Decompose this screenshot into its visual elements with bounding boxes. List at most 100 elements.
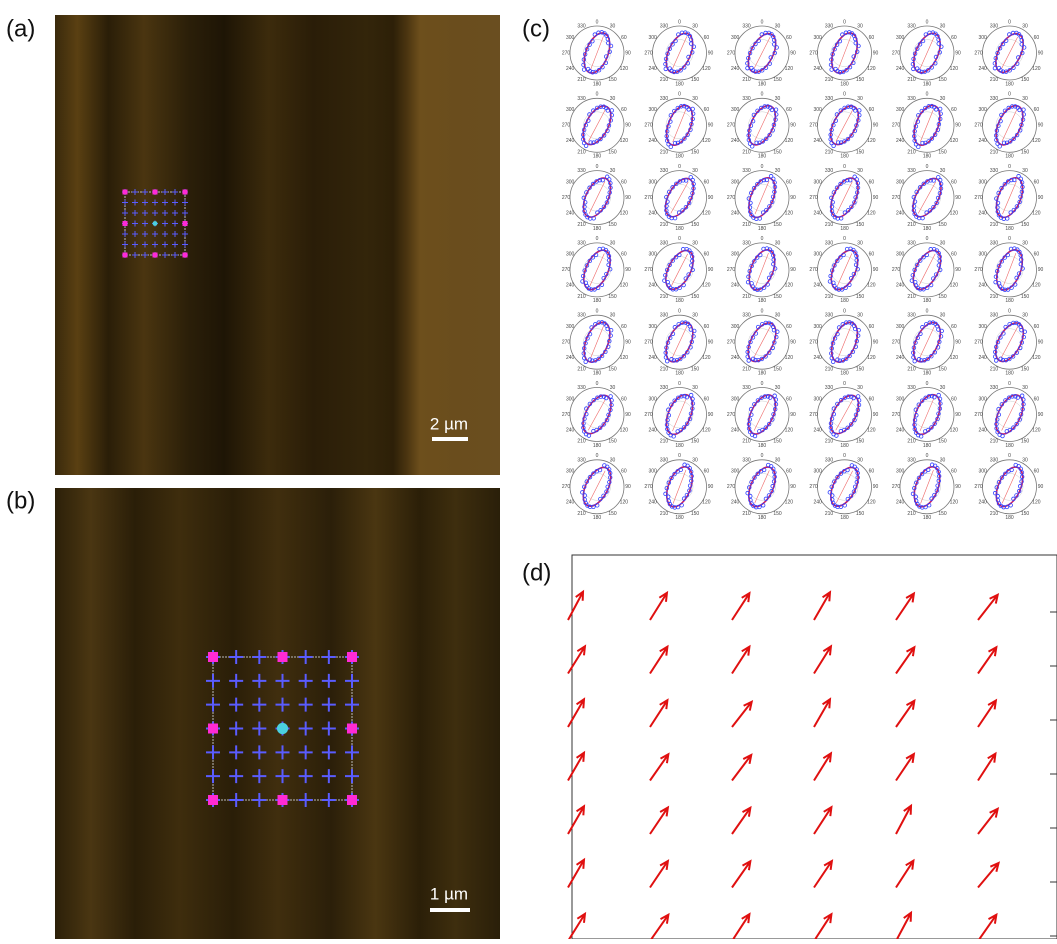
polar-angle-label: 30 xyxy=(857,23,863,29)
polar-angle-label: 0 xyxy=(926,92,929,98)
polar-angle-label: 60 xyxy=(704,107,710,113)
polar-angle-label: 180 xyxy=(840,154,849,160)
polar-angle-label: 300 xyxy=(648,469,657,475)
polar-angle-label: 120 xyxy=(950,283,959,289)
scale-bar xyxy=(432,437,468,441)
polar-angle-label: 210 xyxy=(742,294,751,300)
polar-angle-label: 30 xyxy=(775,168,781,174)
polar-angle-label: 210 xyxy=(990,511,999,517)
polar-angle-label: 60 xyxy=(869,35,875,41)
polar-angle-label: 90 xyxy=(873,484,879,490)
polar-angle-label: 240 xyxy=(813,138,822,144)
polar-angle-label: 0 xyxy=(596,164,599,170)
polar-angle-label: 60 xyxy=(1034,324,1040,330)
polar-plot: 0306090120150180210240270300330 xyxy=(809,381,878,449)
polar-angle-label: 150 xyxy=(773,439,782,445)
polar-angle-label: 30 xyxy=(610,240,616,246)
polar-plot: 0306090120150180210240270300330 xyxy=(562,309,631,377)
polar-angle-label: 270 xyxy=(974,340,983,346)
polar-angle-label: 90 xyxy=(790,484,796,490)
polar-angle-label: 180 xyxy=(593,81,602,87)
polar-plot: 0306090120150180210240270300330 xyxy=(644,164,713,232)
polar-plot: 0306090120150180210240270300330 xyxy=(974,453,1043,521)
polar-angle-label: 180 xyxy=(675,81,684,87)
polar-angle-label: 30 xyxy=(692,96,698,102)
handle xyxy=(183,253,188,258)
polar-angle-label: 30 xyxy=(775,240,781,246)
polar-angle-label: 300 xyxy=(648,252,657,258)
polar-angle-label: 180 xyxy=(593,515,602,521)
polar-angle-label: 60 xyxy=(869,324,875,330)
polar-plot: 0306090120150180210240270300330 xyxy=(644,453,713,521)
polar-angle-label: 0 xyxy=(1008,236,1011,242)
polar-plot: 0306090120150180210240270300330 xyxy=(644,92,713,160)
polar-angle-label: 180 xyxy=(758,226,767,232)
polar-angle-label: 240 xyxy=(896,283,905,289)
polar-angle-label: 330 xyxy=(907,23,916,29)
polar-angle-label: 30 xyxy=(610,457,616,463)
handle xyxy=(123,221,128,226)
polar-angle-label: 150 xyxy=(691,439,700,445)
polar-angle-label: 90 xyxy=(955,123,961,129)
polar-angle-label: 0 xyxy=(761,92,764,98)
polar-angle-label: 210 xyxy=(990,439,999,445)
polar-angle-label: 330 xyxy=(660,385,669,391)
polar-angle-label: 240 xyxy=(978,427,987,433)
polar-angle-label: 210 xyxy=(990,149,999,155)
polar-angle-label: 300 xyxy=(566,179,575,185)
polar-angle-label: 60 xyxy=(621,35,627,41)
polar-angle-label: 300 xyxy=(648,179,657,185)
polar-angle-label: 120 xyxy=(620,210,629,216)
polar-angle-label: 90 xyxy=(625,340,631,346)
polar-plot: 0306090120150180210240270300330 xyxy=(892,164,961,232)
polar-angle-label: 120 xyxy=(702,283,711,289)
polar-plot: 0306090120150180210240270300330 xyxy=(974,92,1043,160)
polar-angle-label: 60 xyxy=(951,469,957,475)
polar-angle-label: 210 xyxy=(907,511,916,517)
polar-angle-label: 0 xyxy=(678,309,681,315)
polar-angle-label: 240 xyxy=(648,427,657,433)
polar-angle-label: 210 xyxy=(660,222,669,228)
polar-angle-label: 0 xyxy=(761,236,764,242)
polar-angle-label: 330 xyxy=(990,240,999,246)
polar-angle-label: 60 xyxy=(1034,107,1040,113)
polar-angle-label: 30 xyxy=(610,96,616,102)
polar-angle-label: 180 xyxy=(758,81,767,87)
polar-angle-label: 180 xyxy=(675,371,684,377)
polar-angle-label: 270 xyxy=(974,195,983,201)
polar-angle-label: 0 xyxy=(1008,19,1011,25)
polar-angle-label: 240 xyxy=(566,427,575,433)
polar-angle-label: 210 xyxy=(907,294,916,300)
polar-angle-label: 180 xyxy=(593,154,602,160)
polar-angle-label: 270 xyxy=(892,484,901,490)
polar-angle-label: 180 xyxy=(593,371,602,377)
polar-angle-label: 300 xyxy=(896,469,905,475)
polar-angle-label: 150 xyxy=(691,366,700,372)
polar-angle-label: 0 xyxy=(678,92,681,98)
polar-angle-label: 240 xyxy=(566,210,575,216)
polar-angle-label: 180 xyxy=(1005,515,1014,521)
polar-angle-label: 60 xyxy=(704,324,710,330)
polar-angle-label: 150 xyxy=(608,511,617,517)
polar-plot: 0306090120150180210240270300330 xyxy=(892,236,961,304)
polar-angle-label: 240 xyxy=(566,500,575,506)
polar-angle-label: 0 xyxy=(678,19,681,25)
panel-label: (c) xyxy=(522,15,550,42)
polar-angle-label: 330 xyxy=(825,96,834,102)
polar-angle-label: 240 xyxy=(566,66,575,72)
polar-angle-label: 300 xyxy=(731,469,740,475)
polar-angle-label: 180 xyxy=(758,443,767,449)
polar-angle-label: 60 xyxy=(951,324,957,330)
polar-angle-label: 150 xyxy=(691,294,700,300)
polar-angle-label: 240 xyxy=(813,283,822,289)
polar-angle-label: 150 xyxy=(608,222,617,228)
polar-angle-label: 330 xyxy=(660,240,669,246)
polar-angle-label: 90 xyxy=(708,50,714,56)
polar-angle-label: 60 xyxy=(704,252,710,258)
polar-angle-label: 150 xyxy=(608,149,617,155)
polar-angle-label: 270 xyxy=(809,484,818,490)
polar-angle-label: 60 xyxy=(621,469,627,475)
polar-angle-label: 240 xyxy=(978,355,987,361)
polar-angle-label: 120 xyxy=(867,283,876,289)
polar-angle-label: 0 xyxy=(843,309,846,315)
